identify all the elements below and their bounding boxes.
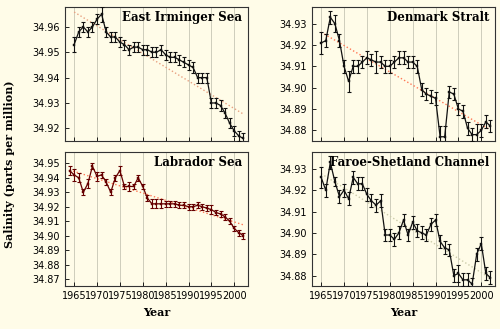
Text: Faroe-Shetland Channel: Faroe-Shetland Channel bbox=[330, 156, 490, 169]
X-axis label: Year: Year bbox=[390, 307, 417, 317]
Text: East Irminger Sea: East Irminger Sea bbox=[122, 11, 242, 24]
X-axis label: Year: Year bbox=[143, 307, 170, 317]
Text: Salinity (parts per million): Salinity (parts per million) bbox=[4, 81, 16, 248]
Text: Labrador Sea: Labrador Sea bbox=[154, 156, 242, 169]
Text: Denmark Stralt: Denmark Stralt bbox=[387, 11, 490, 24]
